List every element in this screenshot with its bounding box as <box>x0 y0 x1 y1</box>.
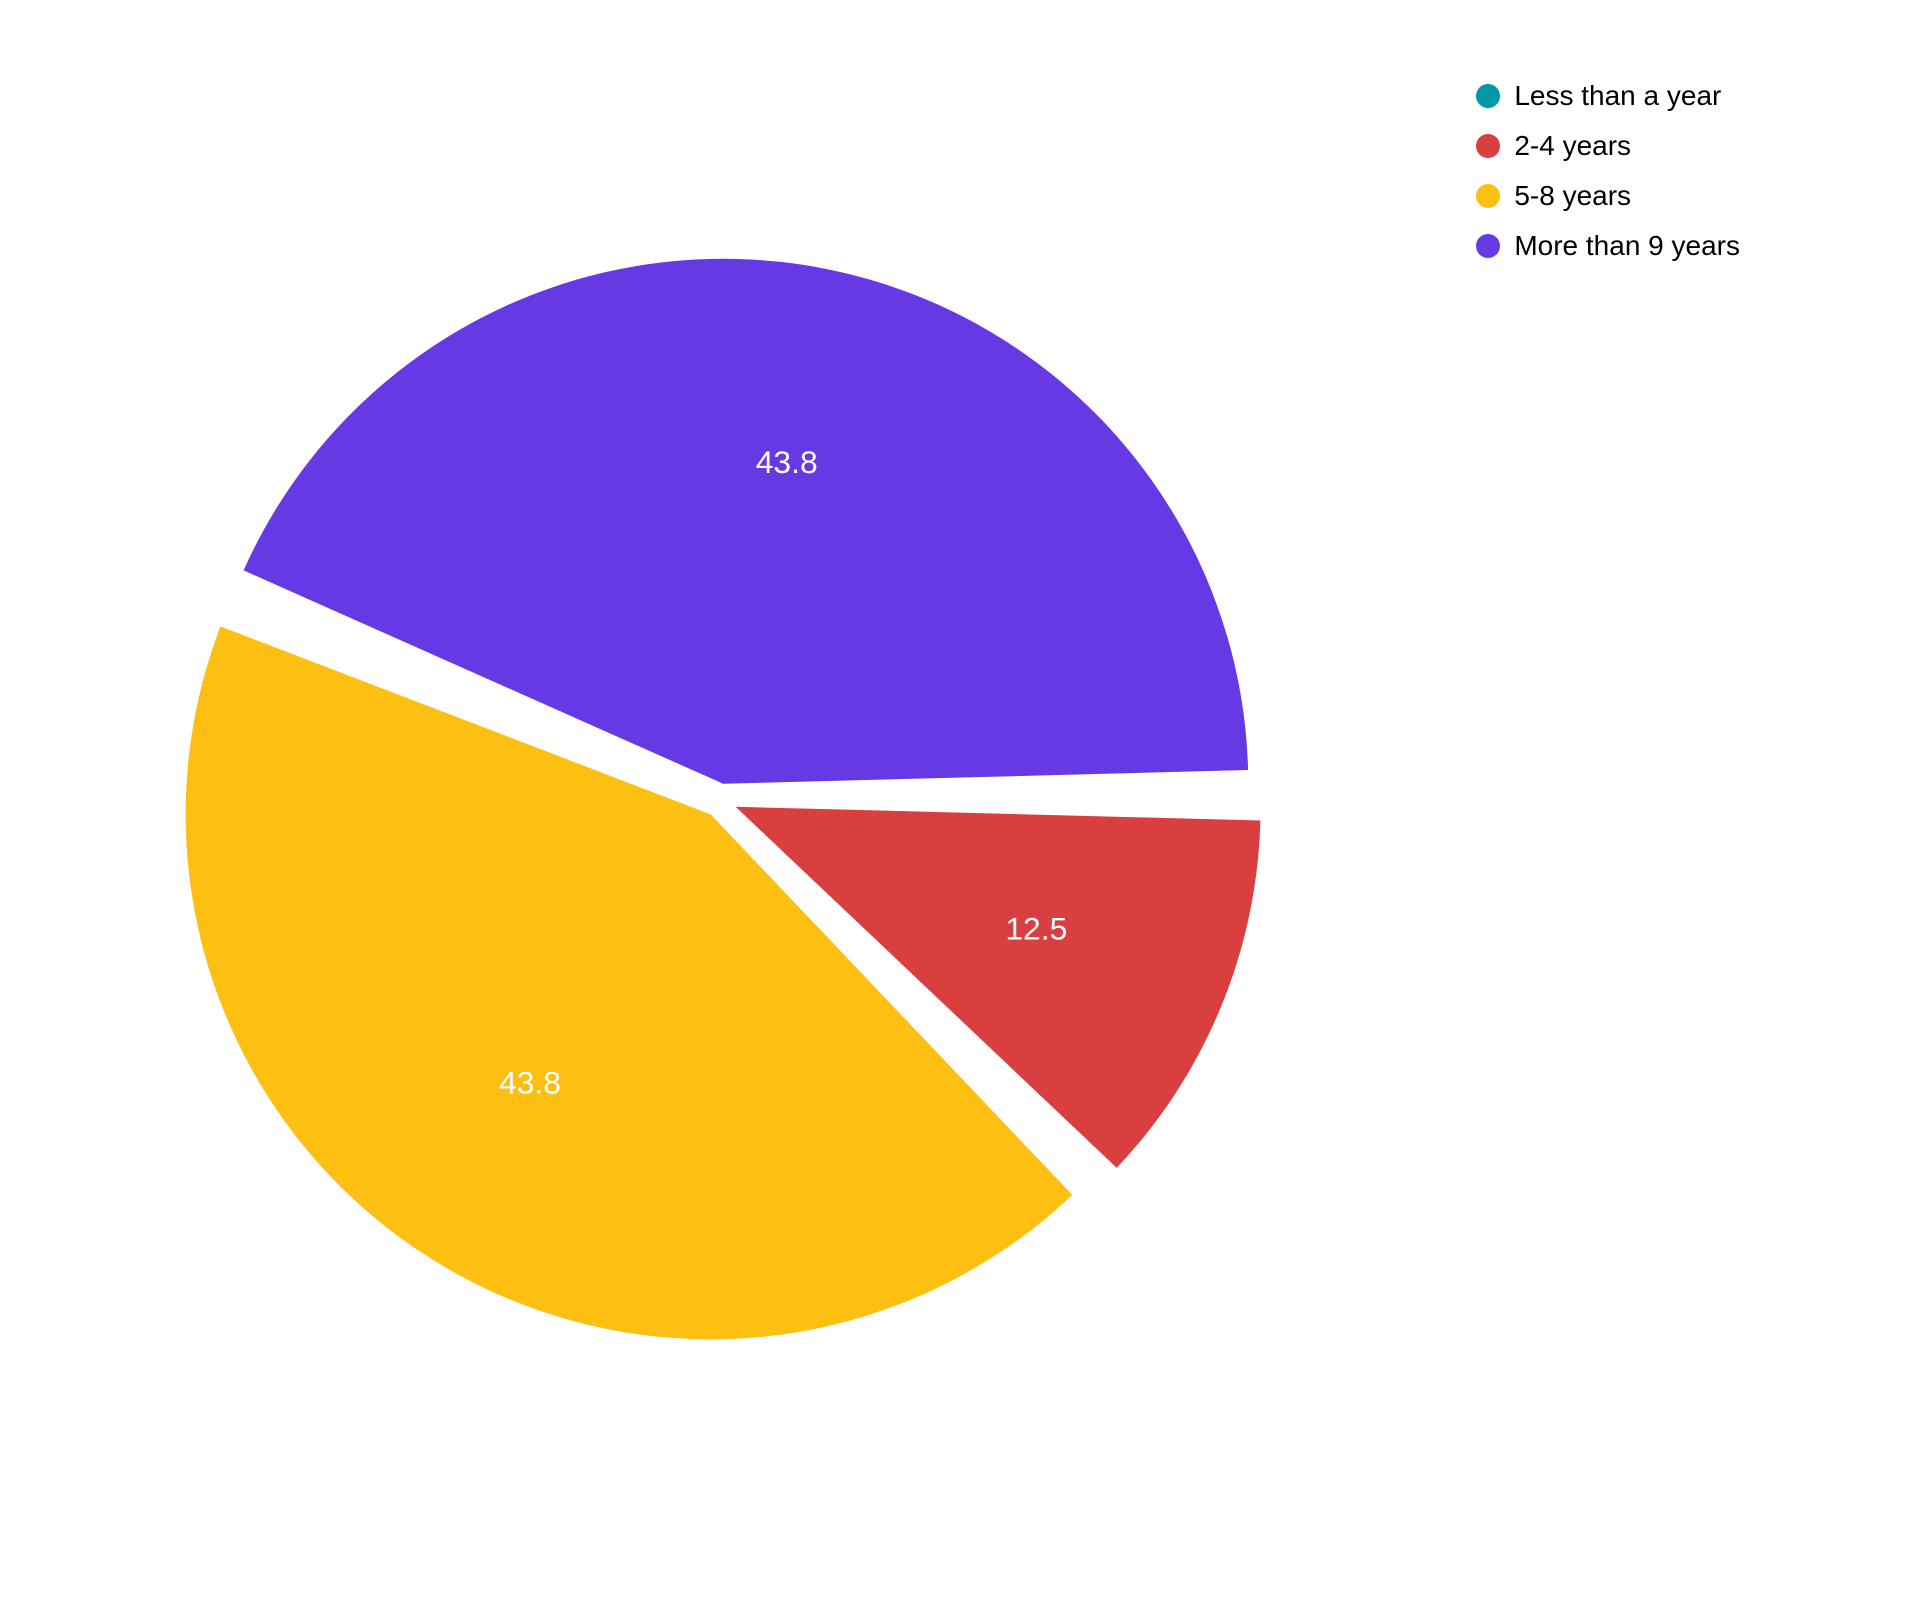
legend-item-2-4-years: 2-4 years <box>1476 130 1740 162</box>
pie-chart: 12.5 43.8 43.8 <box>120 80 1320 1530</box>
legend-marker-icon <box>1476 134 1500 158</box>
legend-item-less-than-a-year: Less than a year <box>1476 80 1740 112</box>
pie-slice-label: 12.5 <box>1005 911 1067 947</box>
legend-marker-icon <box>1476 84 1500 108</box>
pie-slices <box>186 259 1261 1340</box>
pie-slice-label: 43.8 <box>756 444 818 480</box>
legend-item-5-8-years: 5-8 years <box>1476 180 1740 212</box>
legend-label: Less than a year <box>1514 80 1721 112</box>
pie-slice-label: 43.8 <box>499 1065 561 1101</box>
pie-svg: 12.5 43.8 43.8 <box>120 80 1320 1530</box>
legend-item-more-than-9-years: More than 9 years <box>1476 230 1740 262</box>
legend-label: 5-8 years <box>1514 180 1631 212</box>
legend: Less than a year 2-4 years 5-8 years Mor… <box>1476 80 1740 262</box>
legend-label: 2-4 years <box>1514 130 1631 162</box>
legend-marker-icon <box>1476 234 1500 258</box>
legend-marker-icon <box>1476 184 1500 208</box>
legend-label: More than 9 years <box>1514 230 1740 262</box>
